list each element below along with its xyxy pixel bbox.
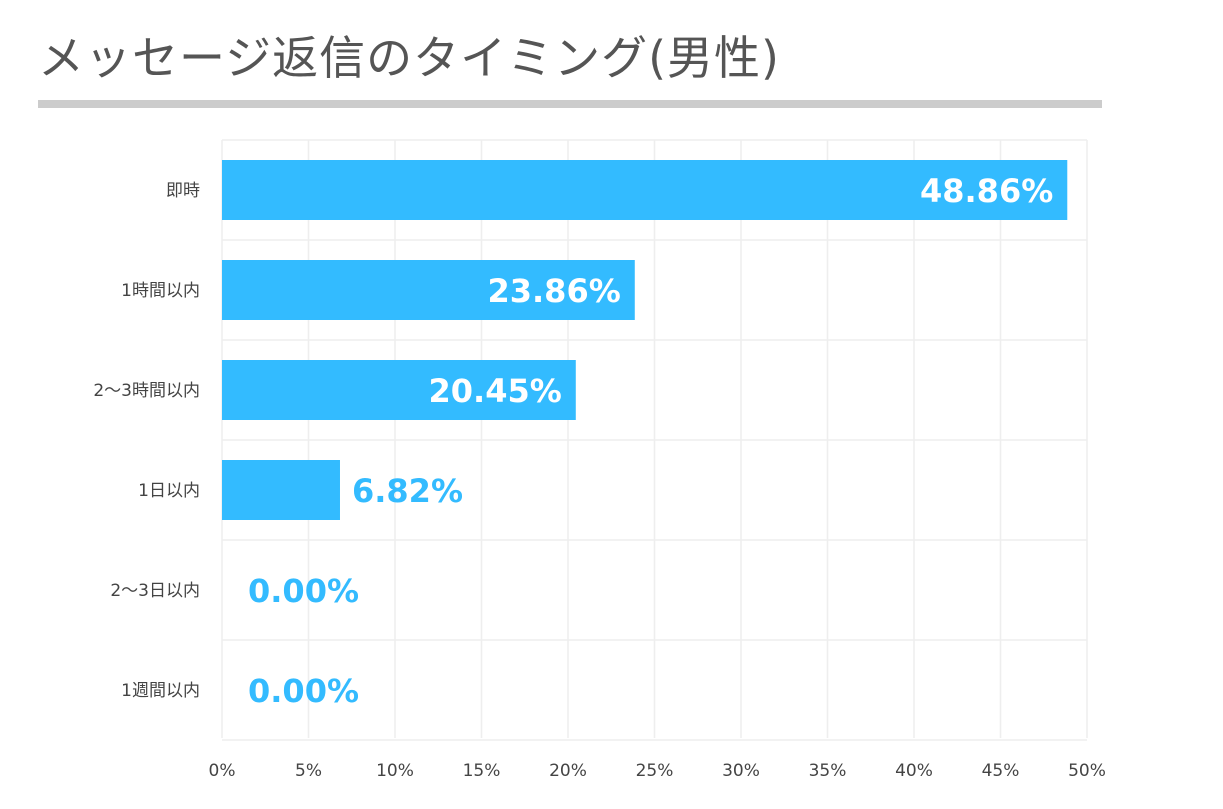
- value-labels: 48.86% 23.86% 20.45% 6.82% 0.00% 0.00%: [248, 172, 1053, 710]
- x-tick-label: 40%: [895, 761, 933, 781]
- bar: [222, 260, 635, 320]
- category-label: 即時: [166, 181, 200, 201]
- category-label: 2〜3日以内: [110, 581, 200, 601]
- value-label: 23.86%: [487, 272, 620, 310]
- category-label: 2〜3時間以内: [93, 381, 200, 401]
- bars: [222, 160, 1068, 520]
- x-tick-label: 0%: [209, 761, 236, 781]
- value-label: 0.00%: [248, 572, 359, 610]
- category-label: 1時間以内: [121, 281, 200, 301]
- value-label: 0.00%: [248, 672, 359, 710]
- bar: [222, 360, 576, 420]
- value-label: 48.86%: [920, 172, 1053, 210]
- value-label: 20.45%: [429, 372, 562, 410]
- grid-lines: [221, 139, 1088, 741]
- category-labels: 即時 1時間以内 2〜3時間以内 1日以内 2〜3日以内 1週間以内: [93, 181, 200, 701]
- value-label: 6.82%: [352, 472, 463, 510]
- bar: [222, 460, 340, 520]
- x-tick-label: 5%: [295, 761, 322, 781]
- x-tick-label: 50%: [1068, 761, 1106, 781]
- x-tick-label: 15%: [463, 761, 501, 781]
- category-label: 1週間以内: [121, 681, 200, 701]
- x-tick-label: 25%: [636, 761, 674, 781]
- title-underline: [38, 100, 1102, 108]
- x-tick-label: 45%: [982, 761, 1020, 781]
- category-label: 1日以内: [138, 481, 200, 501]
- chart-title: メッセージ返信のタイミング(男性): [38, 31, 780, 85]
- x-tick-label: 35%: [809, 761, 847, 781]
- x-tick-label: 10%: [376, 761, 414, 781]
- x-tick-label: 30%: [722, 761, 760, 781]
- x-tick-label: 20%: [549, 761, 587, 781]
- x-axis-tick-labels: 0% 5% 10% 15% 20% 25% 30% 35% 40% 45% 50%: [209, 761, 1106, 781]
- bar: [222, 160, 1068, 220]
